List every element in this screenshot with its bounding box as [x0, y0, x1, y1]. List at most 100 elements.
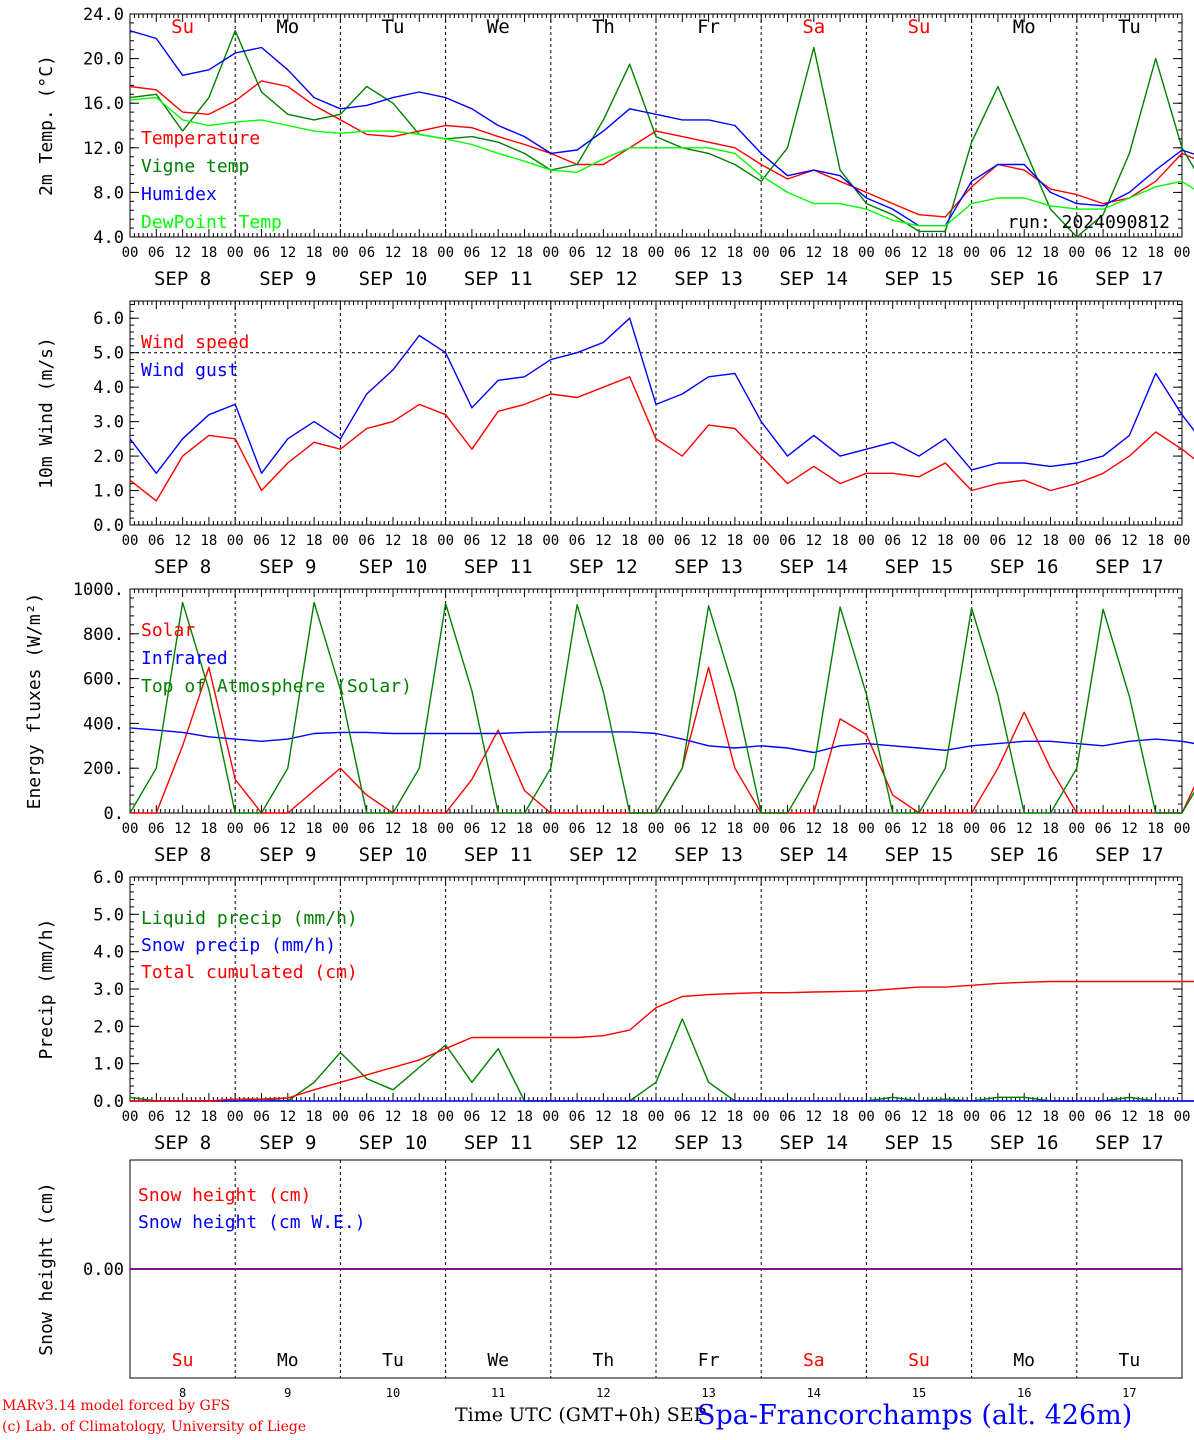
series-line — [129, 727, 1194, 754]
hour-label: 00 — [753, 533, 770, 549]
hour-label: 12 — [1016, 533, 1033, 549]
date-label: SEP 15 — [885, 844, 954, 866]
y-tick-label: 0.0 — [93, 516, 124, 536]
y-axis-label: Snow height (cm) — [36, 1182, 57, 1355]
hour-label: 00 — [1068, 821, 1085, 837]
hour-label: 06 — [884, 1109, 901, 1125]
legend-entry: Top of Atmosphere (Solar) — [141, 676, 412, 697]
hour-label: 18 — [516, 533, 533, 549]
hour-label: 06 — [253, 821, 270, 837]
hour-label: 00 — [1068, 533, 1085, 549]
hour-label: 12 — [279, 821, 296, 837]
hour-label: 00 — [1068, 245, 1085, 261]
series-line — [129, 601, 1194, 814]
hour-label: 18 — [726, 245, 743, 261]
hour-label: 18 — [621, 1109, 638, 1125]
hour-label: 12 — [1016, 821, 1033, 837]
day-number: 16 — [1017, 1386, 1031, 1400]
weekday-label: Fr — [698, 1350, 720, 1371]
y-tick-label: 800. — [83, 625, 124, 645]
date-label: SEP 13 — [674, 556, 743, 578]
date-label: SEP 16 — [990, 844, 1059, 866]
hour-label: 18 — [726, 1109, 743, 1125]
weekday-label: Mo — [276, 16, 299, 38]
day-number: 12 — [596, 1386, 610, 1400]
hour-label: 12 — [911, 533, 928, 549]
hour-label: 12 — [911, 821, 928, 837]
hour-label: 06 — [884, 821, 901, 837]
y-axis-label: Energy fluxes (W/m²) — [24, 593, 45, 810]
day-number: 10 — [386, 1386, 400, 1400]
hour-label: 00 — [542, 821, 559, 837]
hour-label: 12 — [1016, 245, 1033, 261]
date-label: SEP 12 — [569, 556, 638, 578]
series-line — [129, 317, 1194, 474]
hour-label: 00 — [963, 821, 980, 837]
hour-label: 00 — [332, 1109, 349, 1125]
date-label: SEP 11 — [464, 844, 533, 866]
hour-label: 00 — [122, 821, 139, 837]
hour-label: 06 — [1095, 821, 1112, 837]
hour-label: 06 — [779, 533, 796, 549]
date-label: SEP 10 — [359, 268, 428, 290]
hour-label: 06 — [569, 533, 586, 549]
series-line — [129, 96, 1194, 227]
hour-label: 00 — [753, 1109, 770, 1125]
weekday-label: Tu — [1118, 16, 1141, 38]
hour-label: 00 — [227, 821, 244, 837]
hour-label: 00 — [542, 245, 559, 261]
date-label: SEP 14 — [779, 268, 848, 290]
hour-label: 00 — [858, 533, 875, 549]
hour-label: 06 — [358, 533, 375, 549]
hour-label: 18 — [1147, 533, 1164, 549]
date-label: SEP 15 — [885, 556, 954, 578]
date-label: SEP 11 — [464, 556, 533, 578]
hour-label: 18 — [1147, 245, 1164, 261]
date-label: SEP 14 — [779, 844, 848, 866]
hour-label: 00 — [648, 1109, 665, 1125]
hour-label: 18 — [1042, 533, 1059, 549]
series-line — [129, 30, 1194, 238]
date-label: SEP 17 — [1095, 1132, 1164, 1154]
hour-label: 06 — [358, 245, 375, 261]
hour-label: 06 — [569, 1109, 586, 1125]
date-label: SEP 15 — [885, 268, 954, 290]
weekday-label: Mo — [277, 1350, 299, 1371]
hour-label: 06 — [779, 1109, 796, 1125]
date-label: SEP 10 — [359, 1132, 428, 1154]
hour-label: 06 — [463, 1109, 480, 1125]
hour-label: 06 — [674, 821, 691, 837]
y-tick-label: 3.0 — [93, 413, 124, 433]
legend-entry: Snow height (cm) — [138, 1185, 311, 1206]
y-tick-label: 0. — [104, 804, 124, 824]
date-label: SEP 9 — [259, 556, 316, 578]
hour-label: 00 — [648, 245, 665, 261]
hour-label: 00 — [963, 245, 980, 261]
hour-label: 18 — [832, 245, 849, 261]
legend-entry: DewPoint Temp — [141, 212, 282, 233]
date-label: SEP 12 — [569, 1132, 638, 1154]
y-tick-label: 5.0 — [93, 344, 124, 364]
weekday-label: Su — [908, 1350, 930, 1371]
date-label: SEP 8 — [154, 268, 211, 290]
hour-label: 12 — [595, 1109, 612, 1125]
hour-label: 06 — [358, 1109, 375, 1125]
station-title: Spa-Francorchamps (alt. 426m) — [697, 1400, 1133, 1431]
y-tick-label: 4.0 — [93, 943, 124, 963]
hour-label: 06 — [253, 533, 270, 549]
hour-label: 12 — [490, 245, 507, 261]
date-label: SEP 8 — [154, 844, 211, 866]
legend-entry: Wind gust — [141, 360, 239, 381]
legend-entry: Temperature — [141, 128, 260, 149]
date-label: SEP 15 — [885, 1132, 954, 1154]
hour-label: 06 — [463, 821, 480, 837]
y-tick-label: 24.0 — [83, 5, 124, 25]
hour-label: 00 — [753, 245, 770, 261]
date-label: SEP 13 — [674, 268, 743, 290]
hour-label: 06 — [779, 821, 796, 837]
date-label: SEP 10 — [359, 556, 428, 578]
y-axis-label: Precip (mm/h) — [36, 919, 57, 1060]
day-number: 8 — [179, 1386, 186, 1400]
hour-label: 18 — [621, 245, 638, 261]
hour-label: 06 — [779, 245, 796, 261]
